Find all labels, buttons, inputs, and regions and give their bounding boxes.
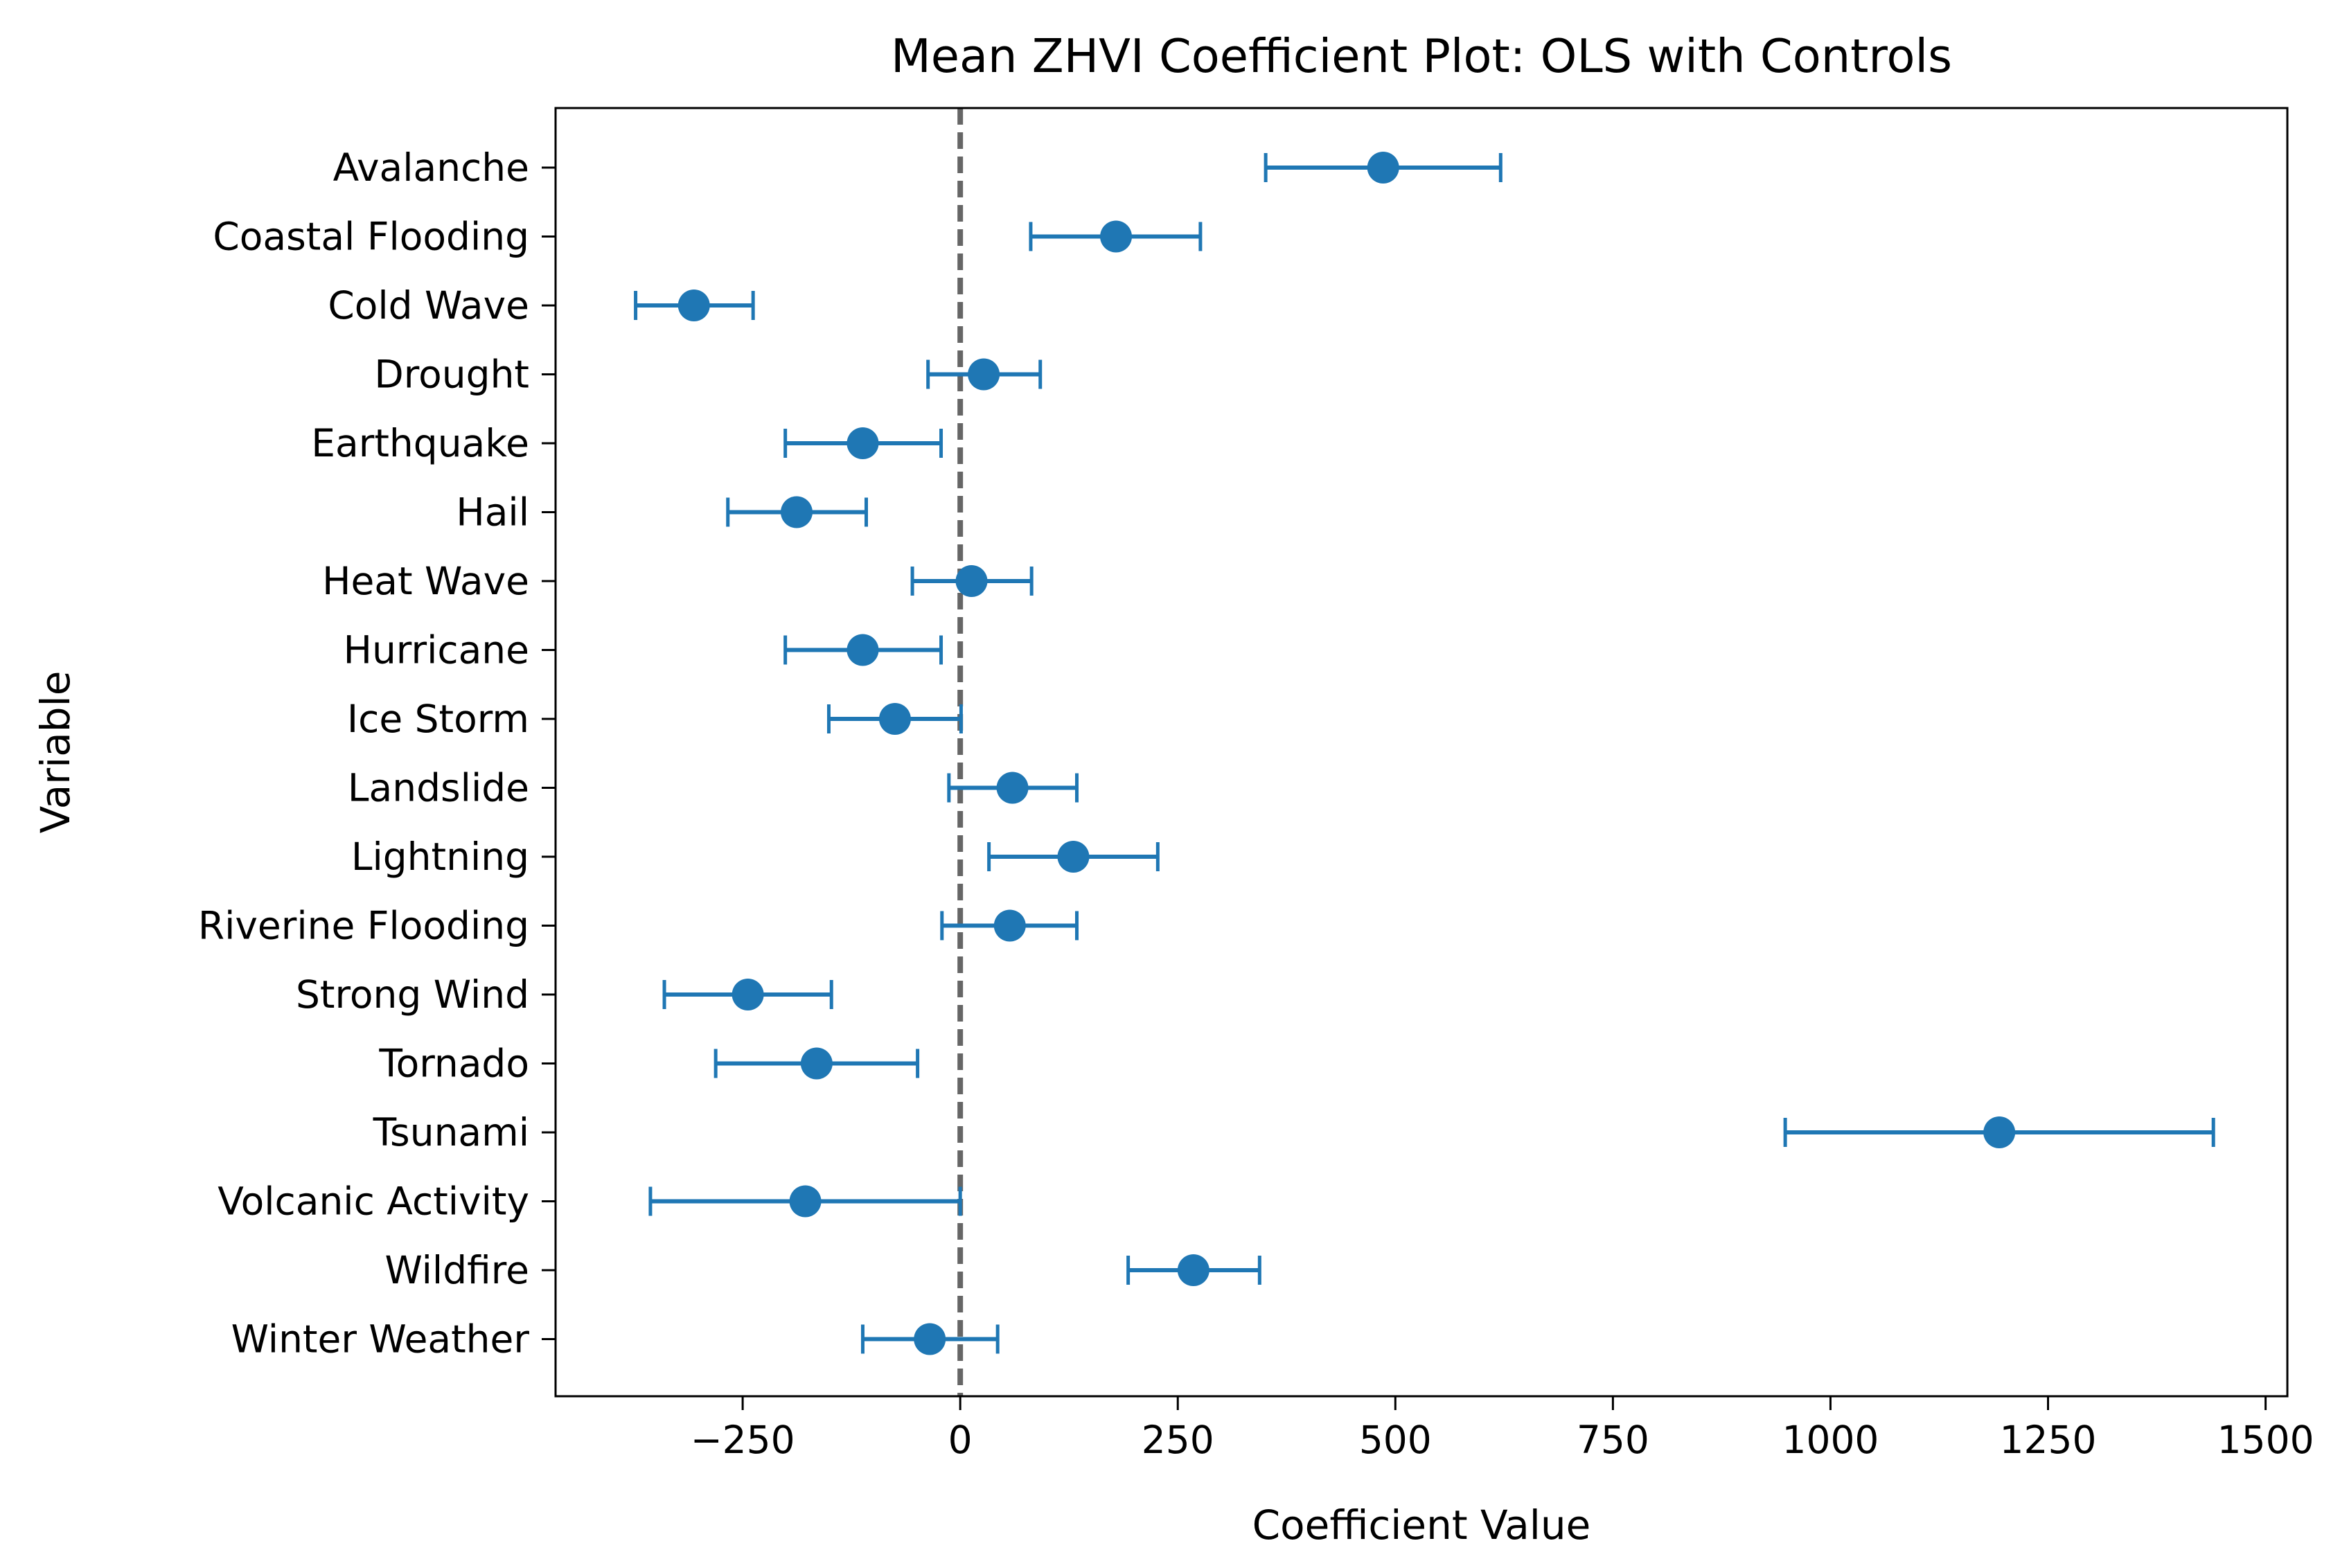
- x-tick-label: 1500: [2217, 1418, 2314, 1462]
- coefficient-point: [732, 979, 764, 1010]
- y-tick-label: Landslide: [348, 766, 529, 810]
- x-tick-label: 750: [1577, 1418, 1649, 1462]
- y-tick-label: Heat Wave: [322, 559, 529, 603]
- plot-frame: [554, 107, 2289, 1398]
- coefficient-point: [914, 1323, 946, 1355]
- y-tick-label: Winter Weather: [231, 1317, 530, 1362]
- coefficient-point: [847, 427, 879, 459]
- y-tick-label: Hail: [456, 490, 529, 535]
- coefficient-point: [1057, 841, 1090, 873]
- y-tick-label: Earthquake: [311, 421, 529, 465]
- coefficient-point: [789, 1185, 822, 1218]
- x-tick-label: 250: [1142, 1418, 1214, 1462]
- x-tick-label: 1000: [1782, 1418, 1879, 1462]
- y-axis-label: Variable: [32, 671, 79, 834]
- x-axis-label: Coefficient Value: [1252, 1502, 1591, 1549]
- x-tick-label: −250: [691, 1418, 795, 1462]
- coefficient-point: [996, 772, 1029, 804]
- y-tick-label: Tsunami: [373, 1110, 529, 1155]
- chart-title: Mean ZHVI Coefficient Plot: OLS with Con…: [891, 29, 1952, 83]
- y-tick-label: Coastal Flooding: [213, 215, 529, 259]
- coefficient-point: [800, 1047, 833, 1080]
- coefficient-point: [677, 289, 710, 321]
- x-tick-label: 0: [948, 1418, 973, 1462]
- y-tick-label: Hurricane: [344, 628, 529, 672]
- y-tick-label: Tornado: [378, 1042, 529, 1086]
- y-tick-label: Volcanic Activity: [218, 1179, 529, 1224]
- x-tick-label: 500: [1359, 1418, 1432, 1462]
- coefficient-point: [847, 634, 879, 666]
- coefficient-point: [968, 358, 1000, 391]
- coefficient-point: [878, 703, 911, 735]
- coefficient-point: [993, 909, 1026, 942]
- coefficient-point: [1177, 1254, 1209, 1286]
- coefficient-point: [955, 565, 988, 597]
- coefficient-point: [780, 496, 813, 528]
- y-tick-label: Riverine Flooding: [198, 904, 529, 948]
- y-tick-label: Cold Wave: [328, 283, 529, 328]
- y-tick-label: Ice Storm: [347, 697, 529, 741]
- coefficient-point: [1983, 1116, 2016, 1148]
- y-tick-label: Wildfire: [384, 1248, 529, 1292]
- coefficient-point: [1100, 220, 1133, 253]
- y-tick-label: Strong Wind: [296, 972, 529, 1017]
- plot-area: −250 0 250 500 750 1000 1250 1500 Avalanche Coast…: [198, 107, 2314, 1462]
- y-tick-label: Lightning: [351, 835, 529, 879]
- coefficient-point: [1367, 152, 1399, 184]
- y-tick-label: Drought: [374, 353, 529, 397]
- y-tick-label: Avalanche: [333, 145, 529, 190]
- x-tick-label: 1250: [2000, 1418, 2097, 1462]
